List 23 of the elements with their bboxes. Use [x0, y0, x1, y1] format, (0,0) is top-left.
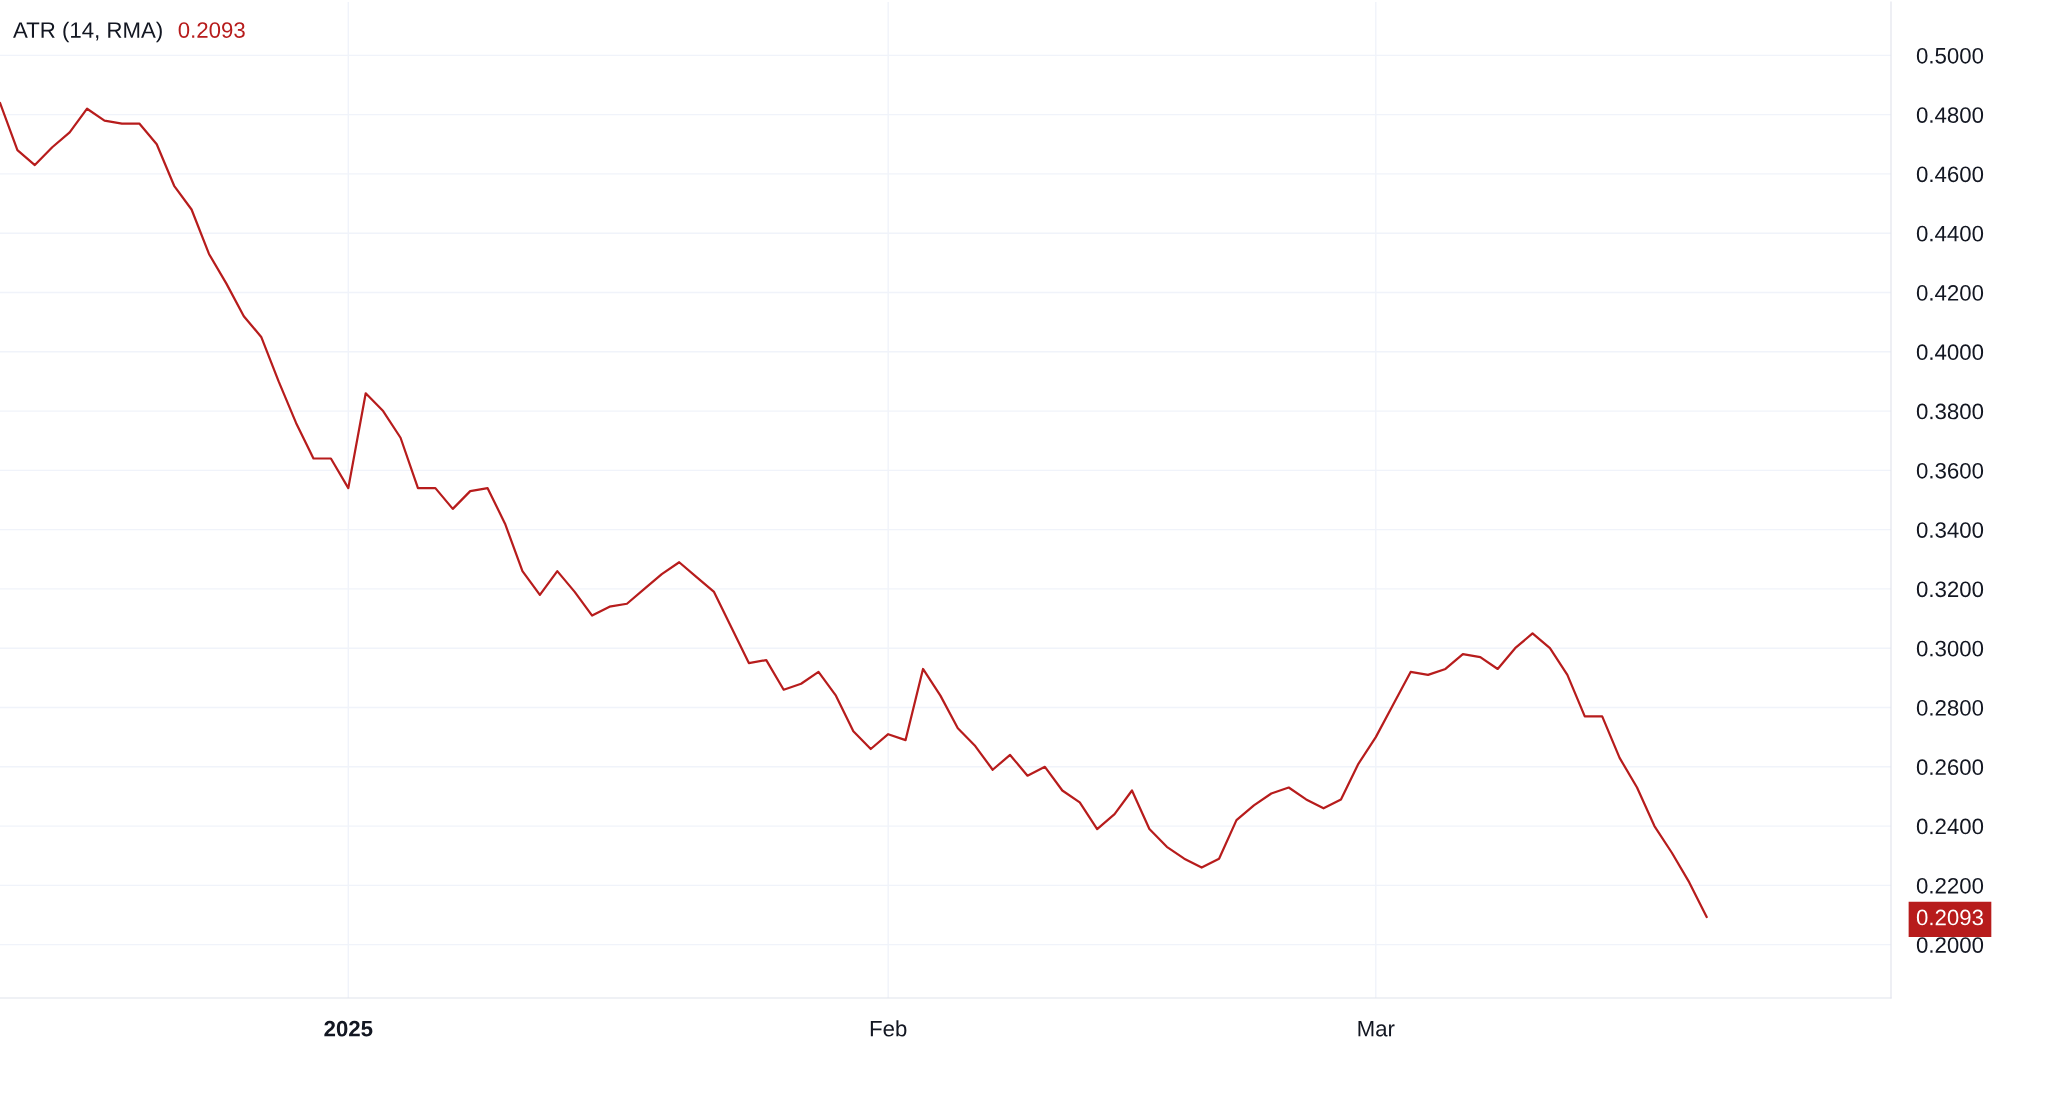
y-tick-label: 0.3200 [1916, 581, 1984, 598]
y-tick-label: 0.3600 [1916, 462, 1984, 479]
y-tick-label: 0.4400 [1916, 225, 1984, 242]
y-tick-label: 0.3800 [1916, 403, 1984, 420]
y-tick-label: 0.2093 [1916, 909, 1983, 926]
y-tick-label: 0.3000 [1916, 640, 1984, 657]
annotation: 0.2093 [178, 22, 245, 38]
y-tick-label: 0.4200 [1916, 285, 1984, 301]
x-tick-label: Feb [870, 1020, 907, 1037]
y-tick-label: 0.2800 [1916, 700, 1984, 716]
text: ATR (14, RMA) [13, 21, 162, 43]
x-tick-label: 2025 [324, 1020, 373, 1037]
y-tick-label: 0.3400 [1916, 522, 1984, 538]
y-tick-label: 0.4800 [1916, 107, 1984, 123]
y-tick-label: 0.5000 [1916, 47, 1984, 64]
line-series [0, 101, 1708, 919]
y-tick-label: 0.2200 [1916, 877, 1984, 894]
y-tick-label: 0.4000 [1916, 344, 1984, 361]
x-tick-label: Mar [1358, 1021, 1395, 1037]
y-tick-label: 0.2000 [1916, 937, 1984, 953]
y-tick-label: 0.2600 [1916, 759, 1984, 776]
y-tick-label: 0.4600 [1916, 166, 1984, 183]
y-tick-label: 0.2400 [1916, 818, 1984, 835]
